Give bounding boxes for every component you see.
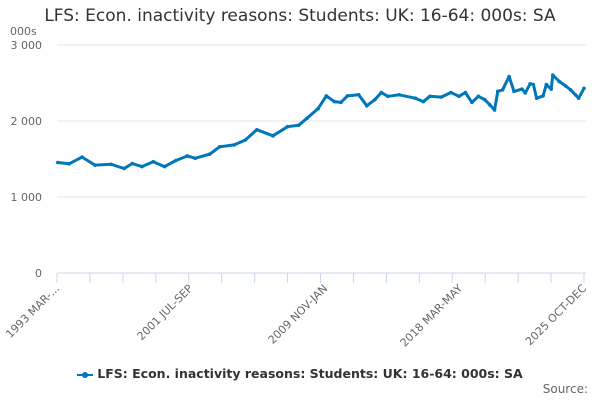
y-tick-label: 1 000 — [11, 191, 43, 204]
x-tick-label: 2001 JUL-SEP — [135, 282, 196, 343]
data-point — [550, 73, 555, 77]
data-point — [193, 156, 198, 161]
data-point — [507, 74, 511, 79]
data-point — [243, 138, 248, 142]
data-point — [297, 123, 301, 127]
data-point — [67, 161, 71, 166]
data-point — [364, 104, 369, 108]
data-point — [140, 164, 144, 169]
y-axis-unit: 000s — [10, 25, 37, 38]
data-point — [576, 96, 581, 100]
series-line — [57, 73, 586, 170]
chart-title: LFS: Econ. inactivity reasons: Students:… — [44, 6, 556, 26]
data-point — [544, 82, 549, 87]
data-point — [271, 134, 275, 138]
data-point — [531, 82, 536, 87]
data-point — [500, 88, 505, 92]
data-point — [254, 127, 259, 132]
data-point — [373, 97, 377, 102]
data-point — [428, 94, 432, 99]
data-point — [439, 95, 443, 99]
data-point — [285, 124, 290, 129]
data-point — [557, 79, 562, 84]
data-point — [80, 155, 84, 159]
data-point — [385, 94, 390, 99]
data-point — [449, 90, 453, 95]
data-point — [174, 158, 178, 163]
data-point — [208, 152, 212, 156]
data-point — [573, 92, 578, 97]
data-point — [495, 89, 500, 94]
data-point — [185, 154, 190, 158]
data-point — [476, 94, 481, 99]
data-point — [470, 100, 474, 105]
data-point — [217, 145, 222, 149]
data-point — [151, 159, 156, 164]
legend-label: LFS: Econ. inactivity reasons: Students:… — [97, 366, 523, 381]
data-point — [130, 161, 135, 166]
data-point — [563, 84, 568, 88]
y-tick-label: 2 000 — [11, 115, 43, 128]
y-tick-label: 3 000 — [11, 39, 43, 52]
x-tick-label: 1993 MAR-... — [3, 282, 62, 341]
data-point — [379, 90, 384, 95]
data-point — [397, 92, 401, 97]
data-point — [345, 94, 350, 98]
data-point — [541, 94, 545, 98]
data-point — [512, 89, 516, 94]
data-point — [534, 96, 539, 100]
data-point — [109, 162, 113, 167]
legend-marker-icon — [77, 371, 94, 378]
x-tick-label: 2025 OCT-DEC — [523, 282, 589, 348]
data-point — [523, 91, 528, 95]
data-point — [568, 88, 573, 92]
data-point — [463, 90, 468, 95]
data-point — [413, 96, 418, 100]
data-point — [487, 102, 492, 107]
data-point — [483, 97, 487, 102]
y-tick-label: 0 — [35, 267, 42, 280]
data-point — [324, 94, 329, 98]
data-point — [528, 81, 532, 86]
data-point — [549, 87, 553, 91]
data-point — [339, 100, 343, 105]
data-point — [356, 92, 361, 97]
data-point — [93, 163, 97, 167]
legend-item[interactable]: LFS: Econ. inactivity reasons: Students:… — [0, 366, 600, 381]
data-point — [316, 106, 321, 111]
data-point — [122, 166, 126, 171]
data-point — [421, 99, 426, 104]
data-point — [520, 87, 524, 91]
data-point — [457, 94, 461, 99]
data-point — [232, 143, 236, 147]
data-point — [56, 160, 60, 165]
x-tick-label: 2018 MAR-MAY — [398, 282, 466, 350]
data-point — [162, 164, 167, 169]
data-point — [305, 116, 309, 121]
x-tick-label: 2009 NOV-JAN — [266, 282, 331, 347]
data-point — [332, 99, 337, 104]
data-point — [492, 108, 497, 112]
data-point — [582, 86, 586, 91]
source-label: Source: — [542, 382, 588, 396]
